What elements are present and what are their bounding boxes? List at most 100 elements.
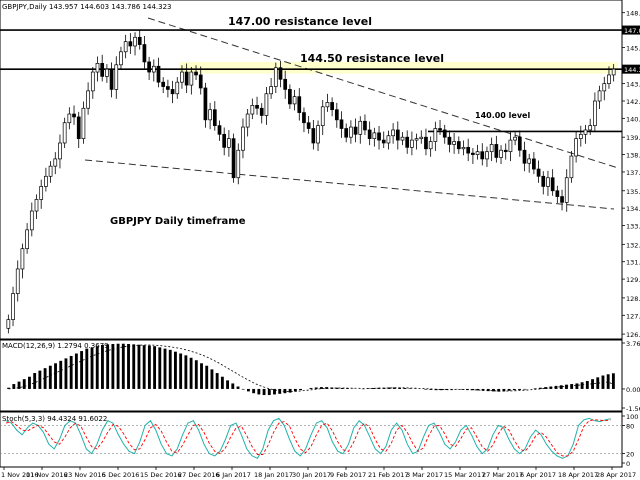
resistance-zone bbox=[180, 61, 618, 74]
candle-body bbox=[527, 158, 532, 164]
candle-body bbox=[180, 71, 184, 83]
candle-body bbox=[363, 120, 367, 131]
stoch-tick-label: 80 bbox=[626, 422, 634, 430]
candle-body bbox=[109, 68, 114, 90]
price-tick-label: 138.4 bbox=[626, 152, 640, 160]
label-140-level: 140.00 level bbox=[475, 111, 530, 120]
candle-body bbox=[546, 177, 550, 187]
current-price-tag bbox=[622, 64, 640, 74]
candle-body bbox=[574, 138, 578, 157]
candle-body bbox=[471, 152, 475, 155]
candle-body bbox=[522, 149, 527, 164]
candle-body bbox=[222, 133, 227, 148]
candle-body bbox=[349, 126, 353, 138]
stochastic-panel-frame bbox=[0, 411, 623, 468]
price-tick-label: 128.5 bbox=[626, 295, 640, 303]
macd-signal-line bbox=[8, 344, 614, 393]
candle-body bbox=[302, 112, 306, 124]
candle-body bbox=[447, 136, 452, 145]
candle-body bbox=[555, 190, 560, 197]
candle-body bbox=[241, 126, 245, 151]
price-tick-label: 126.0 bbox=[626, 331, 640, 339]
stochastic-panel: Stoch(5,3,3) 94.4324 91.6022 bbox=[0, 411, 623, 468]
candle-body bbox=[334, 109, 339, 121]
candle-body bbox=[231, 138, 236, 179]
symbol-header: GBPJPY,Daily 143.957 144.603 143.786 144… bbox=[2, 3, 171, 11]
trendlines bbox=[84, 17, 619, 210]
candle-body bbox=[344, 128, 349, 138]
candle-body bbox=[151, 65, 156, 73]
candle-body bbox=[278, 67, 283, 80]
candle-body bbox=[86, 90, 90, 109]
candle-body bbox=[386, 135, 391, 144]
candle-body bbox=[95, 63, 100, 73]
candle-body bbox=[72, 113, 76, 118]
candle-body bbox=[597, 90, 602, 102]
price-tick-label: 145.8 bbox=[626, 44, 640, 52]
candle-body bbox=[119, 51, 123, 66]
candle-body bbox=[480, 151, 485, 160]
candle-body bbox=[377, 132, 381, 141]
candle-body bbox=[250, 104, 255, 115]
time-tick-label: 1 Nov 2016 bbox=[1, 471, 39, 479]
time-tick-label: 6 Apr 2017 bbox=[520, 471, 556, 479]
macd-tick-label: -1.56 bbox=[626, 405, 640, 413]
price-tick-label: 131.0 bbox=[626, 259, 640, 267]
stoch-tick-label: 0 bbox=[626, 460, 630, 468]
candle-body bbox=[372, 132, 377, 139]
price-tick-label: 139.6 bbox=[626, 134, 640, 142]
candle-body bbox=[400, 136, 405, 141]
label-timeframe: GBPJPY Daily timeframe bbox=[110, 216, 246, 227]
current-price-tag-label: 144.3 bbox=[624, 66, 640, 74]
price-tick-label: 137.2 bbox=[626, 169, 640, 177]
stoch-tick-label: 100 bbox=[626, 413, 638, 421]
candle-body bbox=[578, 133, 583, 139]
candle-body bbox=[419, 136, 424, 139]
price-tick-label: 140.9 bbox=[626, 115, 640, 123]
candle-body bbox=[428, 141, 433, 150]
label-147-resistance: 147.00 resistance level bbox=[228, 15, 372, 28]
candle-body bbox=[142, 44, 147, 63]
candle-body bbox=[269, 86, 273, 95]
candle-body bbox=[34, 199, 39, 212]
candle-body bbox=[489, 144, 494, 153]
candle-body bbox=[306, 122, 311, 129]
candle-body bbox=[189, 71, 194, 86]
candle-body bbox=[100, 63, 105, 77]
lower-trendline bbox=[84, 159, 615, 210]
price-panel: GBPJPY,Daily 143.957 144.603 143.786 144… bbox=[0, 0, 623, 340]
price-tick-label: 142.1 bbox=[626, 98, 640, 106]
time-tick-label: 27 Dec 2016 bbox=[178, 471, 220, 479]
candle-body bbox=[560, 196, 564, 203]
candle-body bbox=[283, 78, 288, 90]
candle-body bbox=[67, 113, 72, 124]
candle-body bbox=[29, 210, 34, 231]
time-tick-label: 27 Mar 2017 bbox=[482, 471, 523, 479]
candle-body bbox=[583, 129, 588, 135]
candle-body bbox=[395, 129, 400, 141]
candle-body bbox=[184, 71, 189, 86]
candle-body bbox=[593, 100, 597, 126]
candle-body bbox=[452, 141, 456, 145]
candle-body bbox=[405, 136, 410, 148]
candle-body bbox=[297, 96, 302, 113]
candle-body bbox=[198, 74, 203, 89]
price-panel-frame bbox=[0, 0, 623, 340]
candle-body bbox=[438, 128, 442, 131]
time-tick-label: 21 Feb 2017 bbox=[368, 471, 408, 479]
time-tick-label: 11 Nov 2016 bbox=[26, 471, 68, 479]
candle-body bbox=[494, 144, 499, 158]
candle-body bbox=[569, 155, 574, 179]
candle-body bbox=[466, 146, 471, 154]
macd-tick-label: 0.00 bbox=[626, 386, 640, 394]
candle-body bbox=[208, 109, 212, 121]
candle-body bbox=[147, 61, 151, 73]
candle-body bbox=[20, 248, 25, 270]
time-tick-label: 30 Jan 2017 bbox=[292, 471, 331, 479]
candle-body bbox=[194, 71, 198, 76]
candle-body bbox=[114, 64, 119, 90]
time-tick-label: 23 Nov 2016 bbox=[64, 471, 106, 479]
candle-body bbox=[203, 87, 208, 121]
candle-body bbox=[53, 158, 58, 167]
